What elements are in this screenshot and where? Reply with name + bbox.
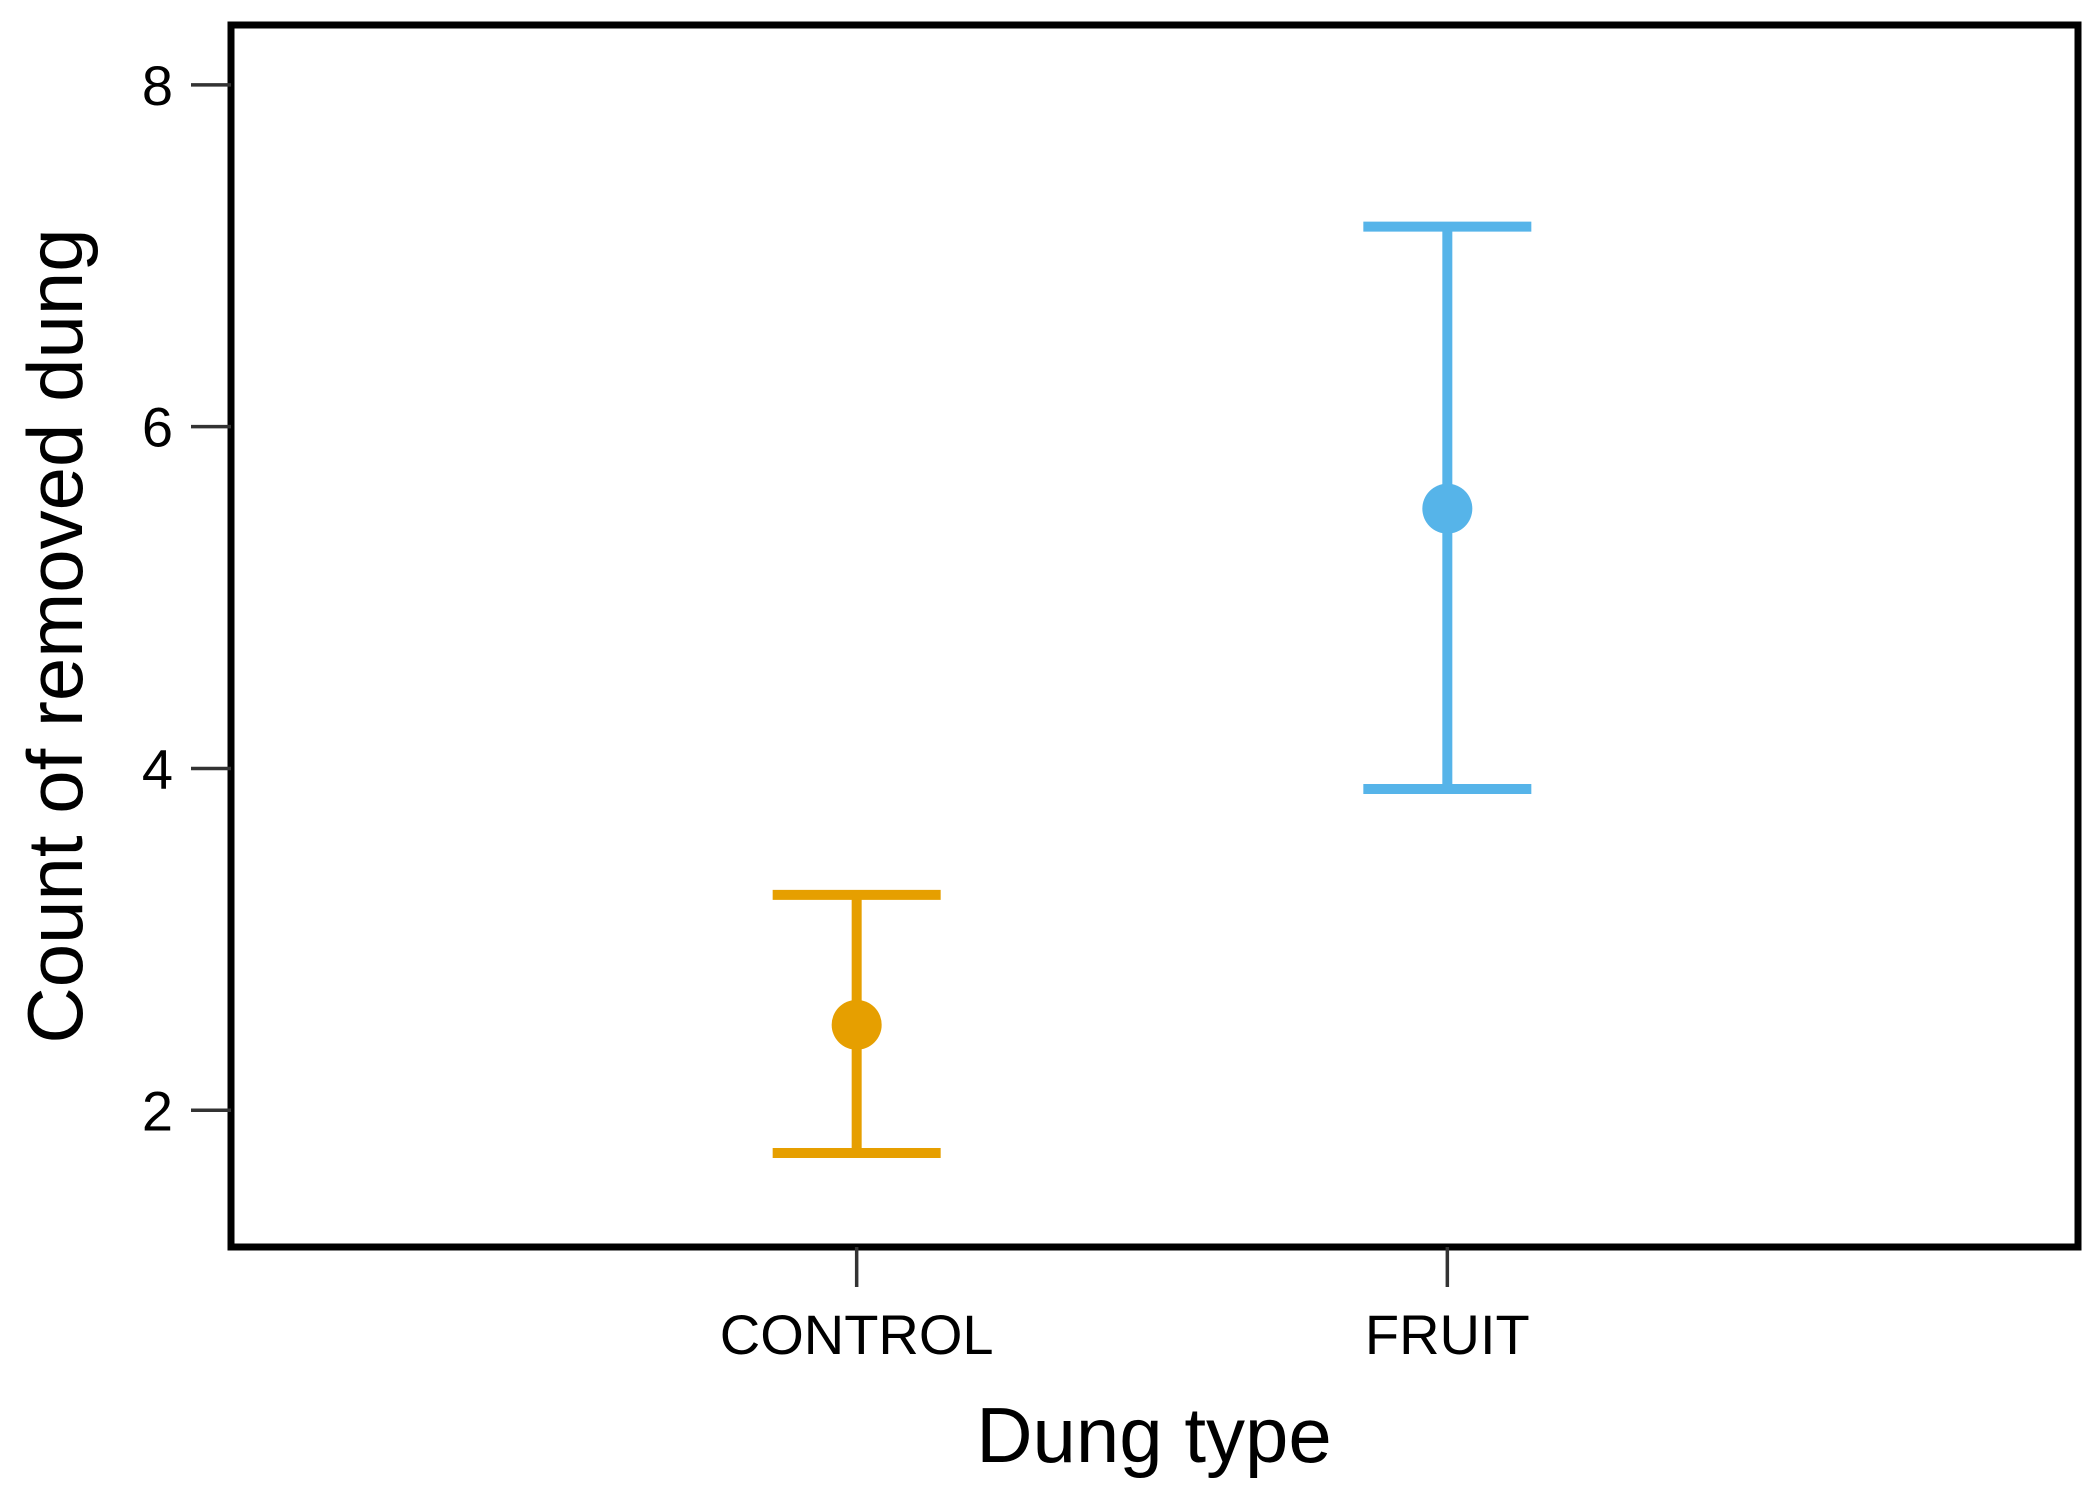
x-axis-title: Dung type: [976, 1391, 1332, 1479]
point-fruit: [1422, 483, 1473, 534]
x-tick-label-fruit: FRUIT: [1365, 1303, 1530, 1366]
y-tick-label-4: 4: [142, 737, 173, 800]
y-tick-label-8: 8: [142, 54, 173, 117]
y-axis: 2 4 6 8: [142, 54, 231, 1142]
x-tick-label-control: CONTROL: [720, 1303, 994, 1366]
y-axis-title: Count of removed dung: [11, 228, 99, 1043]
point-control: [831, 999, 882, 1050]
x-axis: CONTROL FRUIT: [720, 1247, 1530, 1366]
data-marks: [772, 221, 1532, 1158]
plot-frame: [227, 21, 2082, 1251]
y-tick-label-2: 2: [142, 1079, 173, 1142]
y-tick-label-6: 6: [142, 396, 173, 459]
